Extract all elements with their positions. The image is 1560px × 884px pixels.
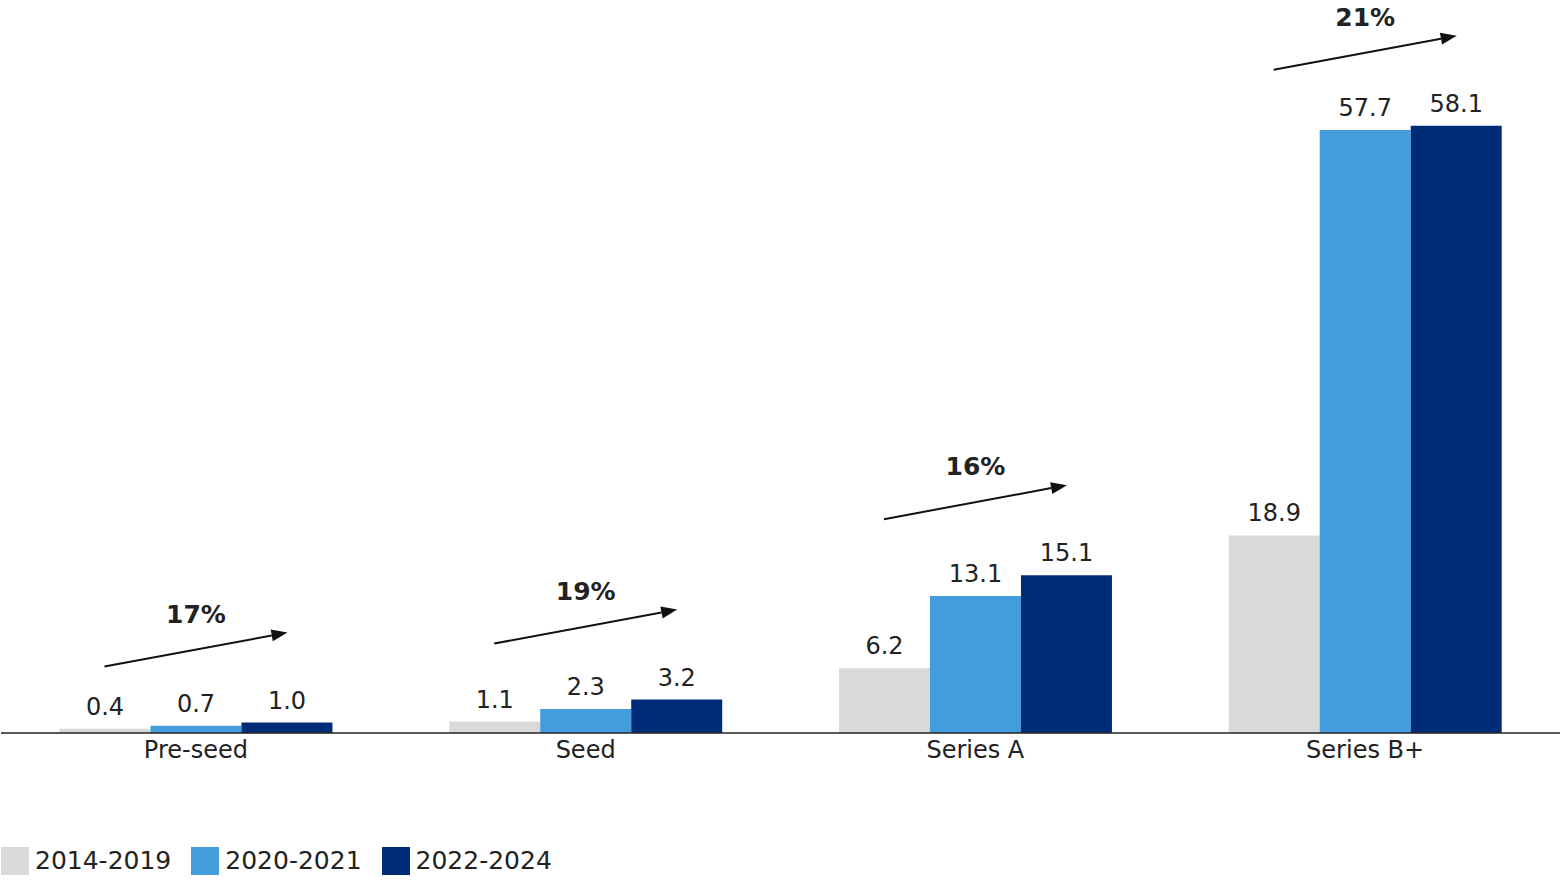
svg-text:3.2: 3.2 (658, 664, 696, 692)
svg-text:0.4: 0.4 (86, 693, 124, 721)
svg-text:19%: 19% (556, 577, 616, 606)
svg-text:1.1: 1.1 (476, 686, 514, 714)
html-text:2022-2024: 2022-2024 (415, 846, 552, 875)
svg-text:18.9: 18.9 (1247, 499, 1300, 527)
svg-text:Series A: Series A (926, 736, 1024, 764)
svg-text:13.1: 13.1 (949, 560, 1002, 588)
svg-text:21%: 21% (1335, 3, 1395, 32)
svg-text:1.0: 1.0 (268, 687, 306, 715)
svg-text:17%: 17% (166, 600, 226, 629)
svg-text:57.7: 57.7 (1338, 94, 1391, 122)
html-text:2020-2021: 2020-2021 (225, 846, 362, 875)
svg-text:0.7: 0.7 (177, 690, 215, 718)
svg-text:Series B+: Series B+ (1306, 736, 1424, 764)
html-text:2014-2019: 2014-2019 (35, 846, 172, 875)
svg-text:Seed: Seed (556, 736, 616, 764)
svg-text:6.2: 6.2 (865, 632, 903, 660)
svg-text:58.1: 58.1 (1429, 90, 1482, 118)
svg-text:Pre-seed: Pre-seed (144, 736, 248, 764)
svg-text:15.1: 15.1 (1040, 539, 1093, 567)
svg-text:16%: 16% (946, 452, 1006, 481)
svg-text:2.3: 2.3 (567, 673, 605, 701)
